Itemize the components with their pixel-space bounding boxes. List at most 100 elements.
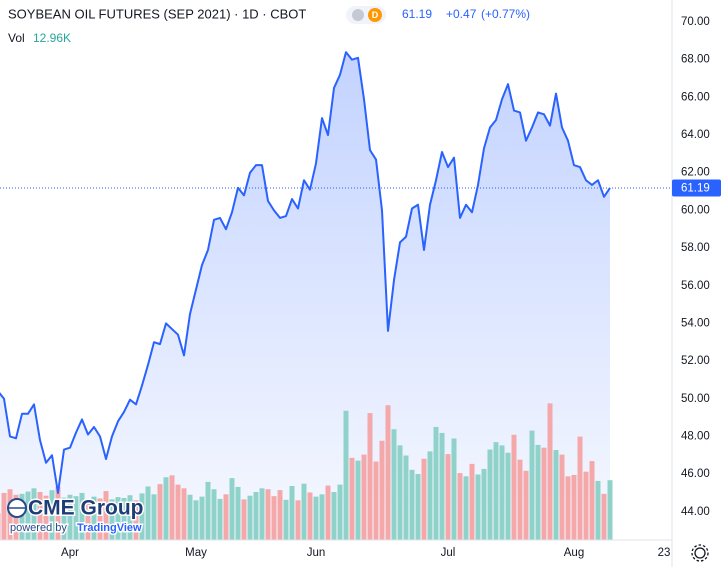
volume-bar [91,496,97,540]
logo: CME Group powered by TradingView [7,495,145,535]
price-change-pct: (+0.77%) [481,7,530,21]
volume-label: Vol [8,31,25,45]
y-tick-label: 70.00 [681,16,710,28]
volume-bar [439,432,445,540]
volume-bar [205,481,211,540]
volume-bar [289,486,295,540]
volume-bar [61,497,67,540]
gear-teeth[interactable] [691,544,709,562]
gear[interactable] [694,547,706,559]
volume-bar [49,490,55,540]
volume-bar [151,494,157,540]
volume-bar [517,459,523,540]
volume-bar [493,442,499,540]
volume-bar [175,484,181,540]
y-tick-label: 50.00 [681,393,710,405]
volume-bar [283,499,289,540]
y-tick-label: 56.00 [681,280,710,292]
volume-bar [409,469,415,540]
volume-bar [475,474,481,540]
volume-bar [523,470,529,540]
volume-bar [415,474,421,540]
volume-bar [571,474,577,540]
volume-bar [325,485,331,540]
y-tick-label: 58.00 [681,242,710,254]
volume-bar [31,488,37,540]
volume-bar [361,454,367,540]
volume-bar [301,483,307,540]
volume-bar [349,457,355,540]
y-tick-label: 52.00 [681,355,710,367]
volume-bar [457,473,463,540]
volume-bar [181,488,187,540]
volume-value: 12.96K [33,31,71,45]
volume-bar [379,440,385,540]
volume-bar [577,436,583,540]
volume-bar [199,496,205,540]
plot-area [0,51,672,540]
volume-bar [499,445,505,540]
price-tag [672,179,721,197]
price-change: +0.47 [446,7,477,21]
y-tick-label: 66.00 [681,91,710,103]
volume-bar [241,499,247,540]
volume-bar [169,475,175,540]
volume-bar [79,492,85,540]
y-tick-label: 64.00 [681,129,710,141]
volume-bar [97,498,103,540]
badge-circle [368,8,382,22]
volume-bar [37,492,43,540]
volume-bar [397,445,403,540]
y-tick-label: 62.00 [681,167,710,179]
y-tick-label: 44.00 [681,506,710,518]
volume-bar [55,486,61,540]
volume-bar [277,490,283,540]
volume-bar [343,410,349,540]
logo-brand: TradingView [77,522,142,534]
volume-bar [451,438,457,540]
x-tick-label: Jun [307,547,326,559]
volume-bar [193,500,199,540]
volume-bar [295,500,301,540]
volume-bar [229,478,235,540]
price-area [0,52,610,540]
volume-bar [511,434,517,540]
volume-bar [337,484,343,540]
volume-bar [535,444,541,540]
volume-bar [127,495,133,540]
volume-bar [121,498,127,540]
price-line [0,51,611,494]
volume-bar [271,496,277,540]
volume-bar [163,477,169,540]
volume-bar [307,492,313,540]
volume-bar [547,403,553,540]
volume-bar [109,499,115,540]
volume-bar [589,461,595,540]
y-tick-label: 54.00 [681,317,710,329]
x-tick-label: Apr [61,547,79,559]
x-tick-label: May [185,547,207,559]
badge-text: D [372,10,379,20]
price-tag-label: 61.19 [681,183,710,195]
x-tick-label: Aug [564,547,584,559]
volume-bar [223,494,229,540]
volume-bar [133,500,139,540]
y-tick-label: 46.00 [681,468,710,480]
volume-bar [385,405,391,540]
volume-bar [73,496,79,540]
volume-bar [211,489,217,540]
volume-bar [487,449,493,540]
volume-bar [103,491,109,540]
volume-bar [43,495,49,540]
volume-bar [247,495,253,540]
settings-icon[interactable] [691,544,709,562]
volume-bar [217,498,223,540]
volume-bar [559,454,565,540]
last-price: 61.19 [402,7,432,21]
volume-bar [25,491,31,540]
volume-bar [553,450,559,540]
volume-bar [529,430,535,540]
x-tick-label: Jul [441,547,456,559]
volume-bar [367,413,373,540]
volume-bar [505,452,511,540]
